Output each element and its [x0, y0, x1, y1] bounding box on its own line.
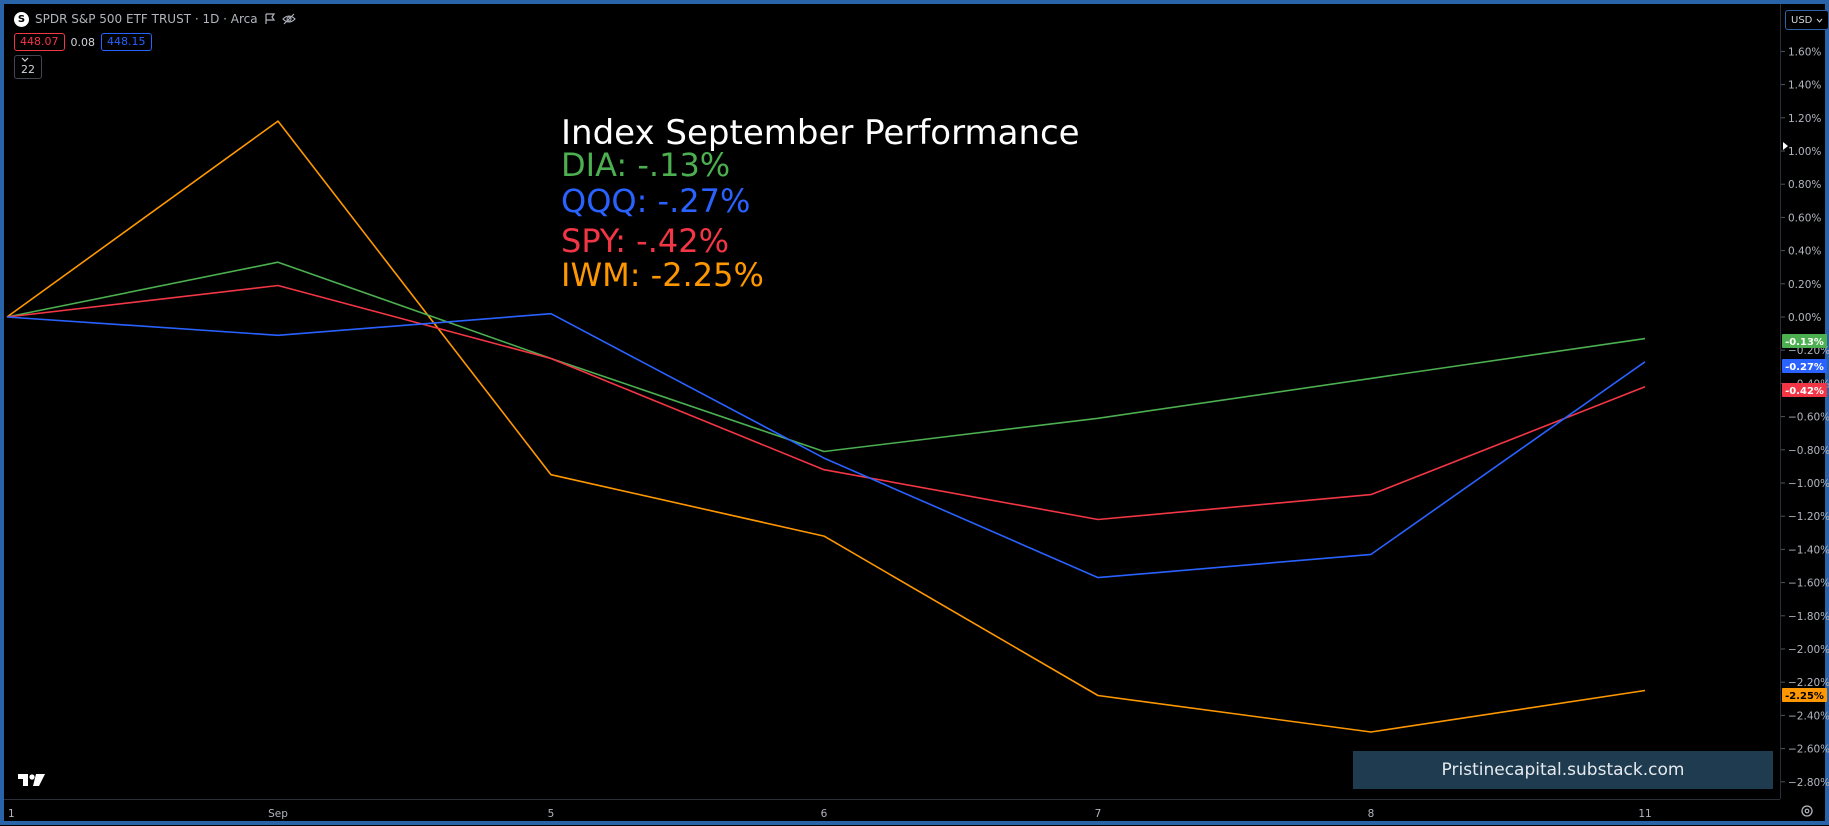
price-tick-label: 1.60%	[1788, 46, 1821, 58]
series-line-iwm[interactable]	[6, 120, 1646, 733]
annotation-qqq: QQQ: -.27%	[561, 182, 750, 220]
last-value-label-spy: -0.42%	[1785, 386, 1824, 397]
flag-icon[interactable]	[264, 13, 276, 25]
indicator-count: 22	[21, 63, 35, 76]
currency-label: USD	[1791, 14, 1813, 26]
bid-price-badge[interactable]: 448.07	[14, 33, 65, 51]
price-axis-marker-icon	[1783, 142, 1788, 150]
price-tick-label: −0.20%	[1788, 345, 1829, 357]
price-tick-label: −1.60%	[1788, 578, 1829, 590]
symbol-title[interactable]: SPDR S&P 500 ETF TRUST · 1D · Arca	[35, 12, 258, 26]
price-tick-label: 1.40%	[1788, 80, 1821, 92]
price-tick-label: −2.00%	[1788, 644, 1829, 656]
price-tick-label: 1.20%	[1788, 113, 1821, 125]
indicators-row: 22	[14, 55, 42, 79]
annotation-dia: DIA: -.13%	[561, 146, 730, 184]
chevron-down-icon	[1816, 18, 1823, 23]
series-line-spy[interactable]	[6, 284, 1646, 521]
price-tick-label: 0.80%	[1788, 179, 1821, 191]
ask-price-badge[interactable]: 448.15	[101, 33, 152, 51]
indicators-toggle-button[interactable]: 22	[14, 55, 42, 79]
price-tick-label: −2.60%	[1788, 744, 1829, 756]
price-tick-label: 0.40%	[1788, 246, 1821, 258]
last-value-badge-spy	[1782, 383, 1827, 397]
price-tick-label: 0.00%	[1788, 312, 1821, 324]
last-value-badge-iwm	[1782, 688, 1827, 702]
price-tick-label: −2.20%	[1788, 677, 1829, 689]
time-tick-label: 1	[8, 808, 15, 820]
series-line-qqq[interactable]	[6, 312, 1646, 579]
time-axis[interactable]: 1 Sep 5 6 7 8 11	[4, 799, 1780, 826]
chevron-down-icon	[21, 57, 29, 62]
time-tick-label: Sep	[268, 808, 288, 820]
currency-select[interactable]: USD	[1785, 10, 1829, 30]
symbol-legend: S SPDR S&P 500 ETF TRUST · 1D · Arca	[14, 10, 296, 28]
price-tick-label: −1.80%	[1788, 611, 1829, 623]
quote-row: 448.07 0.08 448.15	[14, 33, 152, 51]
price-tick-label: 0.60%	[1788, 212, 1821, 224]
price-tick-label: −1.00%	[1788, 478, 1829, 490]
price-tick-label: −0.60%	[1788, 412, 1829, 424]
price-scale: 1.60% 1.40% 1.20% 1.00% 0.80% 0.60% 0.40% 0.20%…	[1781, 46, 1829, 789]
eye-hidden-icon[interactable]	[281, 13, 296, 25]
time-tick-label: 6	[821, 808, 828, 820]
price-tick-label: −1.20%	[1788, 511, 1829, 523]
symbol-logo-icon: S	[14, 11, 29, 27]
last-value-badge-qqq	[1782, 359, 1827, 373]
spread-value: 0.08	[70, 35, 96, 49]
tradingview-logo-icon[interactable]	[16, 772, 48, 788]
plot-area[interactable]: Index September Performance DIA: -.13% QQ…	[4, 4, 1780, 799]
last-value-badge-dia	[1782, 334, 1827, 348]
last-value-label-qqq: -0.27%	[1785, 362, 1824, 373]
price-tick-label: −2.40%	[1788, 710, 1829, 722]
price-tick-label: −2.80%	[1788, 777, 1829, 789]
annotation-spy: SPY: -.42%	[561, 222, 729, 260]
settings-gear-icon[interactable]	[1800, 804, 1814, 818]
line-chart: Index September Performance DIA: -.13%QQ…	[6, 113, 1646, 733]
chart-title: Index September Performance	[561, 113, 1080, 153]
annotation-iwm: IWM: -2.25%	[561, 256, 764, 294]
watermark-banner: Pristinecapital.substack.com	[1353, 751, 1773, 789]
last-value-label-dia: -0.13%	[1785, 337, 1824, 348]
time-tick-label: 5	[548, 808, 555, 820]
price-tick-label: 1.00%	[1788, 146, 1821, 158]
time-tick-label: 11	[1638, 808, 1651, 820]
price-tick-label: 0.20%	[1788, 279, 1821, 291]
series-line-dia[interactable]	[6, 261, 1646, 453]
price-tick-label: −1.40%	[1788, 544, 1829, 556]
time-tick-label: 7	[1095, 808, 1102, 820]
time-tick-label: 8	[1368, 808, 1375, 820]
price-axis[interactable]: 1.60% 1.40% 1.20% 1.00% 0.80% 0.60% 0.40% 0.20%…	[1780, 4, 1829, 799]
last-value-label-iwm: -2.25%	[1785, 691, 1824, 702]
price-tick-label: −0.80%	[1788, 445, 1829, 457]
time-scale: 1 Sep 5 6 7 8 11	[8, 808, 1652, 820]
